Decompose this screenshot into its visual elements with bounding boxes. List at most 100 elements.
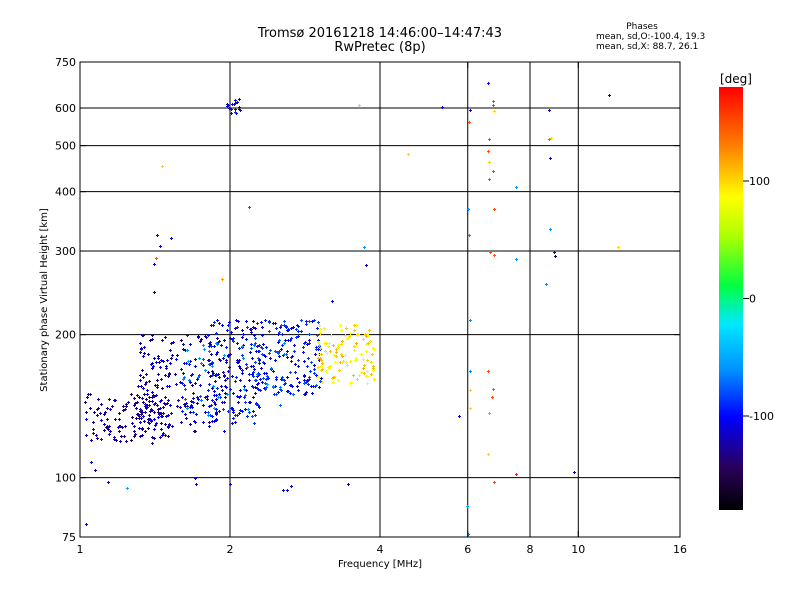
data-point <box>142 401 145 404</box>
data-point <box>488 178 491 181</box>
data-point <box>309 370 312 373</box>
data-point <box>469 370 472 373</box>
data-point <box>227 355 230 358</box>
data-point <box>257 372 260 375</box>
data-point <box>142 355 145 358</box>
data-point <box>365 343 368 346</box>
data-point <box>161 434 164 437</box>
data-point <box>190 404 193 407</box>
data-point <box>205 336 208 339</box>
data-point <box>156 384 159 387</box>
data-point <box>283 379 286 382</box>
data-point <box>282 354 285 357</box>
colorbar-tick-label: 0 <box>749 293 756 306</box>
colorbar-tick-label: 100 <box>749 175 770 188</box>
data-point <box>218 340 221 343</box>
data-point <box>239 389 242 392</box>
data-point <box>330 334 333 337</box>
data-point <box>229 337 232 340</box>
data-point <box>296 377 299 380</box>
data-point <box>245 338 248 341</box>
data-point <box>89 407 92 410</box>
data-point <box>196 378 199 381</box>
data-point <box>169 349 172 352</box>
data-point <box>305 381 308 384</box>
data-point <box>208 363 211 366</box>
data-point <box>142 415 145 418</box>
data-point <box>192 411 195 414</box>
data-point <box>97 398 100 401</box>
data-point <box>279 388 282 391</box>
data-point <box>100 403 103 406</box>
data-point <box>212 324 215 327</box>
data-point <box>308 378 311 381</box>
chart-subtitle: RwPretec (8p) <box>334 40 426 55</box>
data-point <box>281 376 284 379</box>
data-point <box>191 406 194 409</box>
data-point <box>214 374 217 377</box>
data-point <box>210 345 213 348</box>
data-point <box>209 341 212 344</box>
data-point <box>221 324 224 327</box>
data-point <box>144 430 147 433</box>
data-point <box>313 372 316 375</box>
data-point <box>239 367 242 370</box>
data-point <box>363 364 366 367</box>
data-point <box>186 407 189 410</box>
data-point <box>257 404 260 407</box>
data-point <box>217 373 220 376</box>
data-point <box>261 347 264 350</box>
data-point <box>123 435 126 438</box>
data-point <box>223 430 226 433</box>
data-point <box>493 481 496 484</box>
data-point <box>84 401 87 404</box>
data-point <box>167 399 170 402</box>
data-point <box>213 401 216 404</box>
data-point <box>144 403 147 406</box>
data-point <box>157 355 160 358</box>
data-point <box>199 340 202 343</box>
data-point <box>313 368 316 371</box>
data-point <box>108 425 111 428</box>
x-axis-label: Frequency [MHz] <box>338 559 422 570</box>
data-point <box>278 331 281 334</box>
data-point <box>122 405 125 408</box>
data-point <box>210 404 213 407</box>
data-point <box>492 170 495 173</box>
phases-stats: Phases mean, sd,O:-100.4, 19.3 mean, sd,… <box>596 22 705 52</box>
data-point <box>275 376 278 379</box>
data-point <box>139 410 142 413</box>
phases-x-stats: mean, sd,X: 88.7, 26.1 <box>596 42 699 52</box>
data-point <box>157 416 160 419</box>
data-point <box>184 413 187 416</box>
data-point <box>208 345 211 348</box>
data-point <box>211 370 214 373</box>
data-point <box>307 357 310 360</box>
data-point <box>153 403 156 406</box>
data-point <box>211 387 214 390</box>
data-point <box>224 379 227 382</box>
data-point <box>229 353 232 356</box>
data-point <box>212 372 215 375</box>
data-point <box>153 357 156 360</box>
data-point <box>287 339 290 342</box>
data-point <box>207 414 210 417</box>
data-point <box>316 334 319 337</box>
data-point <box>142 387 145 390</box>
data-point <box>488 138 491 141</box>
data-point <box>161 415 164 418</box>
data-point <box>335 355 338 358</box>
data-point <box>150 363 153 366</box>
data-point <box>367 342 370 345</box>
data-point <box>241 410 244 413</box>
data-point <box>218 393 221 396</box>
data-point <box>144 405 147 408</box>
data-point <box>238 106 241 109</box>
data-point <box>341 355 344 358</box>
data-point <box>278 350 281 353</box>
data-point <box>135 417 138 420</box>
data-point <box>363 372 366 375</box>
data-point <box>152 394 155 397</box>
data-point <box>250 347 253 350</box>
data-point <box>204 369 207 372</box>
